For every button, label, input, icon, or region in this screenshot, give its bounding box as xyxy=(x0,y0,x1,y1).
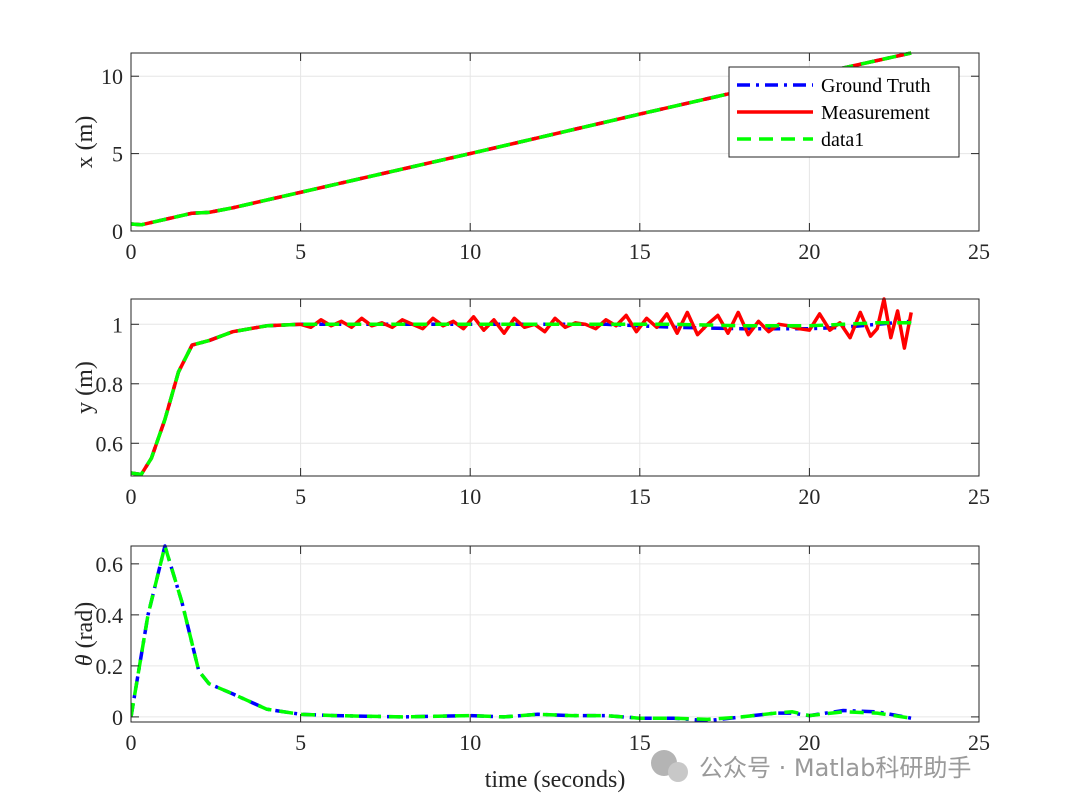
series-line-data1 xyxy=(131,321,912,477)
x-tick-label: 10 xyxy=(459,239,481,264)
axes-box xyxy=(130,52,980,232)
y-tick-label: 0 xyxy=(112,705,123,730)
subplot-theta: 0 5 10 15 20 25 0 0.2 0.4 0.6 θ (rad) xyxy=(72,544,990,755)
y-tick-label: 5 xyxy=(112,142,123,167)
x-tick-label: 0 xyxy=(126,730,137,755)
x-tick-label: 0 xyxy=(126,484,137,509)
x-tick-label: 20 xyxy=(798,730,820,755)
y-tick-label: 1 xyxy=(112,312,123,337)
x-axis-label: time (seconds) xyxy=(485,767,626,793)
series-line-ground-truth xyxy=(131,544,912,723)
y-tick-label: 0 xyxy=(112,219,123,244)
y-tick-label: 0.2 xyxy=(96,654,124,679)
y-tick-label: 0.8 xyxy=(96,372,124,397)
x-tick-label: 25 xyxy=(968,484,990,509)
y-tick-label: 0.6 xyxy=(96,431,124,456)
legend-label: Measurement xyxy=(821,102,930,124)
series-line-ground-truth xyxy=(131,319,912,477)
series-line-data1 xyxy=(131,544,912,722)
subplot-y: 0 5 10 15 20 25 0.6 0.8 1 y (m) xyxy=(72,297,990,509)
y-axis-label: x (m) xyxy=(72,116,98,169)
series-group xyxy=(131,544,912,723)
watermark-text: 公众号 · Matlab科研助手 xyxy=(699,754,971,782)
x-tick-label: 15 xyxy=(629,484,651,509)
x-tick-label: 5 xyxy=(295,484,306,509)
watermark: 公众号 · Matlab科研助手 xyxy=(651,750,971,782)
series-line-data1 xyxy=(131,51,912,227)
x-tick-label: 10 xyxy=(459,484,481,509)
x-tick-label: 20 xyxy=(798,239,820,264)
axes-box xyxy=(130,545,980,723)
x-tick-label: 25 xyxy=(968,239,990,264)
x-tick-label: 15 xyxy=(629,730,651,755)
y-tick-label: 0.6 xyxy=(96,552,124,577)
x-tick-label: 20 xyxy=(798,484,820,509)
series-group xyxy=(131,51,912,227)
series-group xyxy=(131,297,913,477)
y-tick-label: 10 xyxy=(101,64,123,89)
axes-box xyxy=(130,298,980,477)
x-tick-label: 15 xyxy=(629,239,651,264)
x-tick-label: 10 xyxy=(459,730,481,755)
y-tick-label: 0.4 xyxy=(96,603,124,628)
x-tick-label: 5 xyxy=(295,239,306,264)
x-tick-label: 25 xyxy=(968,730,990,755)
legend-label: Ground Truth xyxy=(821,75,930,97)
y-axis-label: θ (rad) xyxy=(72,602,98,666)
wechat-icon-bubble xyxy=(668,762,688,782)
x-tick-label: 0 xyxy=(126,239,137,264)
legend: Ground Truth Measurement data1 xyxy=(728,66,960,158)
subplot-x: 0 5 10 15 20 25 0 5 10 x (m) Ground Truth Measureme… xyxy=(72,51,990,264)
x-tick-label: 5 xyxy=(295,730,306,755)
legend-label: data1 xyxy=(821,129,864,151)
y-axis-label: y (m) xyxy=(72,361,98,414)
